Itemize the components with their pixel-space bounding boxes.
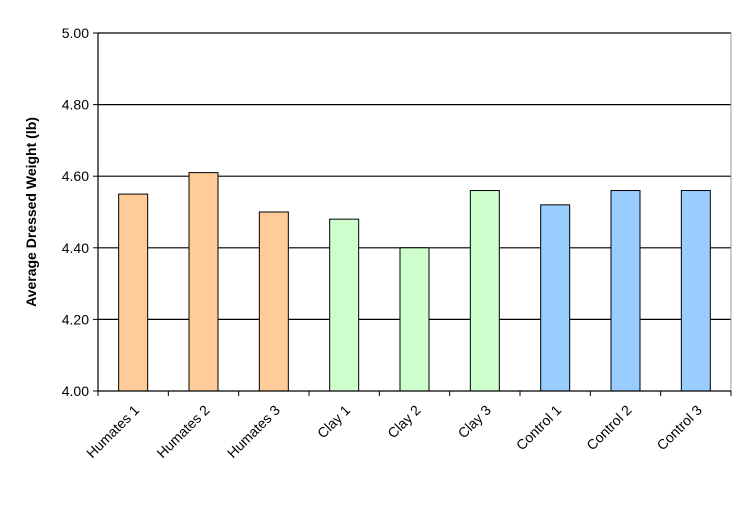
bar-control-3 [680,190,711,392]
x-tick-label: Control 3 [653,402,705,454]
x-tick-label: Humates 1 [83,402,142,461]
bar-humates-1 [118,193,149,392]
x-tick-labels: Humates 1 Humates 2 Humates 3 Clay 1 Clay 2 C… [83,402,705,461]
x-tick-label: Clay 3 [455,402,495,442]
y-tick-label: 5.00 [62,25,89,41]
y-tick-label: 4.40 [62,240,89,256]
y-tick-label: 4.60 [62,168,89,184]
bar-clay-1 [329,218,360,392]
x-tick-label: Control 2 [583,402,635,454]
y-tick-label: 4.80 [62,97,89,113]
axes [93,32,732,396]
y-axis-label: Average Dressed Weight (lb) [23,117,39,307]
bar-clay-2 [399,247,430,392]
x-tick-label: Control 1 [513,402,565,454]
bars [118,172,711,392]
bar-control-2 [610,190,641,392]
y-tick-label: 4.00 [62,383,89,399]
y-tick-labels: 4.00 4.20 4.40 4.60 4.80 5.00 [62,25,89,399]
bar-humates-2 [188,172,219,392]
x-tick-label: Humates 3 [224,402,283,461]
y-tick-label: 4.20 [62,311,89,327]
x-tick-label: Clay 1 [314,402,354,442]
x-tick-label: Humates 2 [153,402,212,461]
bar-clay-3 [469,190,500,392]
x-tick-label: Clay 2 [384,402,424,442]
bar-humates-3 [258,211,289,392]
bar-control-1 [540,204,571,392]
